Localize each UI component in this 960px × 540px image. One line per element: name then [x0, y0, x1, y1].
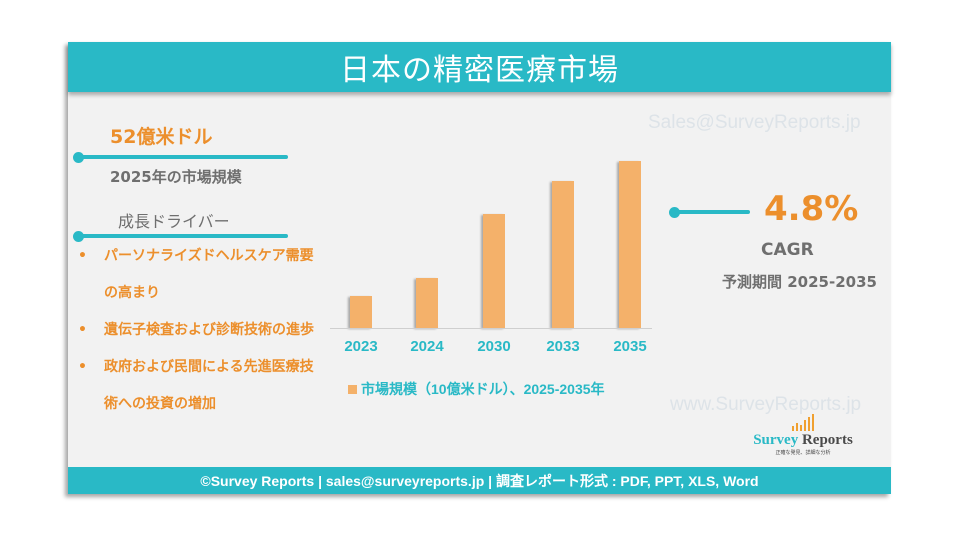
logo-tagline: 正確な発見、詳細な分析 — [775, 450, 831, 456]
chart-legend: 市場規模（10億米ドル）、2025-2035年 — [348, 379, 605, 399]
bullet-icon: • — [78, 359, 87, 375]
bar-2035 — [619, 161, 641, 328]
survey-reports-logo: Survey Reports 正確な発見、詳細な分析 — [748, 414, 858, 456]
list-item: • パーソナライズドヘルスケア需要の高まり — [76, 238, 326, 312]
cagr-label: CAGR — [761, 240, 814, 260]
forecast-period: 予測期間 2025-2035 — [722, 273, 877, 291]
growth-drivers-list: • パーソナライズドヘルスケア需要の高まり • 遺伝子検査および診断技術の進歩 • 政… — [76, 238, 326, 423]
bar-2024 — [416, 278, 438, 328]
cagr-value: 4.8% — [764, 189, 859, 229]
driver-text: パーソナライズドヘルスケア需要の高まり — [104, 248, 314, 301]
x-tick-label: 2035 — [613, 338, 647, 355]
bar-2030 — [483, 214, 505, 328]
watermark-url: www.SurveyReports.jp — [670, 394, 862, 415]
watermark-email: Sales@SurveyReports.jp — [648, 112, 861, 133]
infographic-panel: 日本の精密医療市場 Sales@SurveyReports.jp www.Sur… — [68, 42, 891, 494]
legend-swatch — [348, 384, 357, 394]
x-tick-label: 2033 — [546, 338, 580, 355]
bar-chart-logo-icon — [748, 414, 858, 431]
market-size-label: 2025年の市場規模 — [110, 168, 242, 186]
growth-drivers-title: 成長ドライバー — [118, 212, 230, 231]
page-title: 日本の精密医療市場 — [340, 53, 619, 88]
bar-2023 — [350, 296, 372, 328]
list-item: • 遺伝子検査および診断技術の進歩 — [76, 312, 326, 349]
line-marker — [78, 234, 288, 238]
line-marker — [78, 155, 288, 159]
bullet-icon: • — [78, 248, 87, 264]
logo-wordmark: Survey Reports — [753, 432, 853, 448]
line-marker — [674, 210, 750, 214]
x-axis-line — [330, 328, 652, 329]
footer-bar: ©Survey Reports | sales@surveyreports.jp… — [68, 467, 891, 494]
x-tick-label: 2023 — [344, 338, 378, 355]
bar-chart: 2023 2024 2030 2033 2035 市場規模（10億米ドル）、20… — [330, 152, 660, 402]
driver-text: 政府および民間による先進医療技術への投資の増加 — [104, 359, 314, 412]
legend-label: 市場規模（10億米ドル）、2025-2035年 — [361, 381, 605, 397]
footer-text: ©Survey Reports | sales@surveyreports.jp… — [200, 472, 759, 489]
bar-2033 — [552, 181, 574, 328]
driver-text: 遺伝子検査および診断技術の進歩 — [104, 322, 314, 338]
x-tick-label: 2024 — [410, 338, 444, 355]
list-item: • 政府および民間による先進医療技術への投資の増加 — [76, 349, 326, 423]
x-tick-label: 2030 — [477, 338, 511, 355]
bullet-icon: • — [78, 322, 87, 338]
header-bar: 日本の精密医療市場 — [68, 42, 891, 92]
market-size-value: 52億米ドル — [110, 126, 213, 148]
